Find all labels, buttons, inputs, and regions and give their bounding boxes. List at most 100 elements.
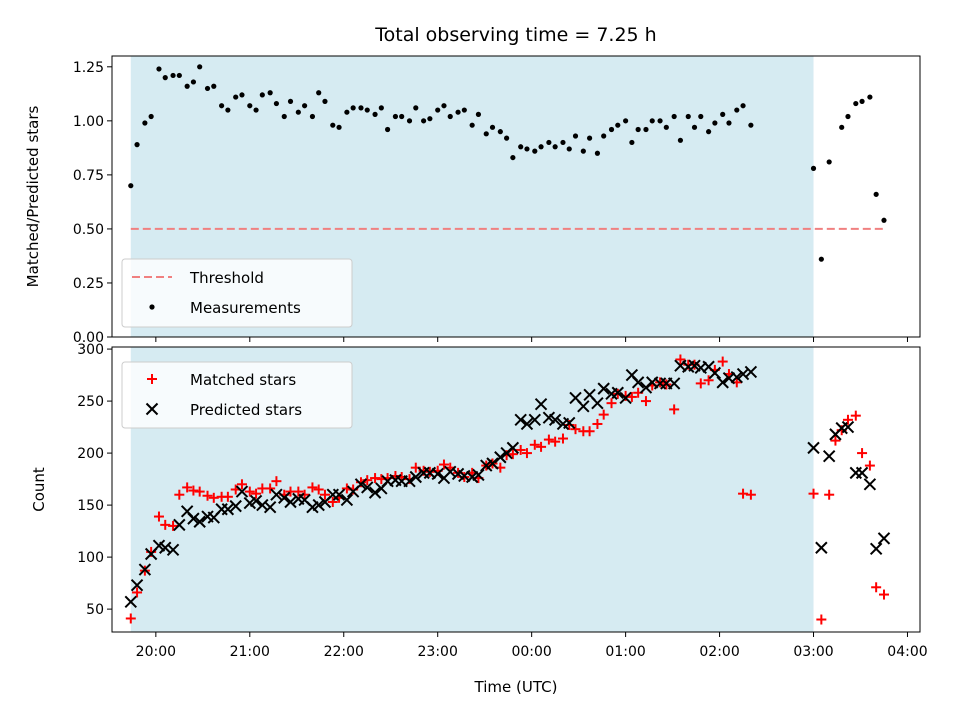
x-axis-label: Time (UTC) — [474, 678, 558, 696]
legend-predicted-swatch — [145, 402, 159, 416]
matched-star-point — [864, 460, 875, 471]
measurement-point — [810, 165, 817, 171]
matched-star-point — [160, 519, 171, 530]
measurement-point — [447, 113, 453, 120]
measurement-point — [586, 135, 593, 141]
measurement-point — [176, 72, 182, 79]
measurement-point — [867, 94, 873, 100]
matched-star-point — [850, 410, 861, 421]
matched-star-point — [871, 582, 882, 593]
matched-star-point — [236, 479, 247, 490]
matched-star-point — [202, 490, 213, 501]
predicted-star-point — [563, 416, 576, 430]
measurement-point — [859, 98, 865, 104]
matched-star-point — [307, 482, 318, 493]
measurement-point — [406, 118, 413, 124]
bottom-legend: Matched stars Predicted stars — [121, 361, 353, 429]
predicted-star-point — [263, 500, 277, 514]
measurement-point — [413, 105, 419, 111]
measurement-point — [826, 159, 832, 165]
predicted-star-point — [368, 486, 382, 499]
measurement-point — [197, 64, 203, 70]
legend-measurement-label: Measurements — [190, 299, 301, 317]
predicted-star-point — [270, 488, 283, 501]
measurement-point — [608, 126, 615, 133]
measurement-point — [726, 120, 732, 126]
measurement-point — [580, 148, 586, 154]
predicted-star-point — [869, 542, 883, 555]
matched-star-point — [557, 433, 568, 444]
measurement-point — [720, 111, 726, 117]
matched-star-point — [640, 396, 651, 407]
matched-star-point — [168, 520, 179, 531]
measurement-point — [504, 135, 510, 141]
bottom-y-tick-label: 250 — [77, 394, 104, 410]
measurement-point — [302, 103, 308, 109]
measurement-point — [649, 118, 655, 124]
bottom-y-tick-label: 50 — [86, 602, 104, 618]
measurement-point — [818, 256, 824, 262]
measurement-point — [698, 113, 704, 120]
matched-star-point — [438, 459, 449, 470]
legend-threshold-label: Threshold — [189, 269, 264, 287]
measurement-point — [435, 107, 441, 113]
measurement-point — [552, 144, 558, 150]
measurement-point — [330, 122, 336, 128]
measurement-point — [546, 139, 552, 146]
predicted-star-point — [855, 466, 869, 480]
predicted-star-point — [193, 515, 206, 528]
measurement-point — [560, 139, 566, 146]
matched-star-point — [570, 424, 581, 435]
measurement-point — [253, 107, 259, 113]
predicted-star-point — [444, 465, 457, 479]
measurement-point — [267, 90, 273, 96]
matched-star-point — [132, 587, 143, 598]
measurement-point — [372, 111, 378, 117]
predicted-star-point — [528, 413, 541, 427]
x-tick-label: 21:00 — [230, 644, 270, 660]
measurement-point — [489, 124, 496, 130]
measurement-point — [156, 66, 162, 72]
measurement-point — [287, 98, 294, 104]
predicted-star-point — [159, 541, 172, 554]
predicted-star-point — [514, 413, 527, 427]
measurement-point — [247, 103, 253, 109]
measurement-point — [566, 146, 572, 152]
measurement-point — [740, 103, 746, 109]
matched-star-point — [626, 391, 637, 402]
measurement-point — [677, 137, 684, 143]
measurement-point — [691, 124, 698, 130]
predicted-star-point — [173, 518, 186, 532]
matched-star-point — [703, 375, 714, 386]
measurement-point — [635, 126, 641, 133]
measurement-point — [162, 75, 168, 81]
predicted-star-point — [807, 441, 820, 455]
matched-star-point — [251, 488, 262, 499]
matched-star-point — [695, 378, 706, 389]
measurement-point — [643, 126, 649, 133]
matched-star-point — [271, 476, 282, 487]
measurement-point — [518, 144, 524, 150]
measurement-point — [184, 83, 190, 89]
matched-star-point — [675, 354, 686, 365]
predicted-star-point — [841, 420, 855, 434]
predicted-star-point — [124, 595, 137, 609]
measurement-point — [190, 79, 197, 85]
matched-star-point — [208, 492, 219, 503]
measurement-point — [663, 124, 669, 130]
measurement-point — [148, 113, 154, 120]
bottom-y-tick-label: 150 — [77, 498, 104, 514]
measurement-point — [273, 100, 280, 107]
matched-star-point — [327, 496, 338, 507]
predicted-star-point — [506, 441, 520, 455]
measurement-point — [497, 129, 503, 135]
bottom-panel: 50 100 150 200 250 300 20:00 21:00 22:00 23:00 00… — [30, 342, 928, 696]
measurement-point — [483, 131, 489, 137]
predicted-star-point — [166, 543, 180, 557]
top-x-ticks — [155, 337, 908, 342]
measurement-point — [748, 122, 754, 128]
matched-star-point — [319, 489, 330, 500]
predicted-star-point — [591, 396, 604, 410]
measurement-point — [845, 113, 851, 120]
matched-star-point — [222, 491, 233, 502]
